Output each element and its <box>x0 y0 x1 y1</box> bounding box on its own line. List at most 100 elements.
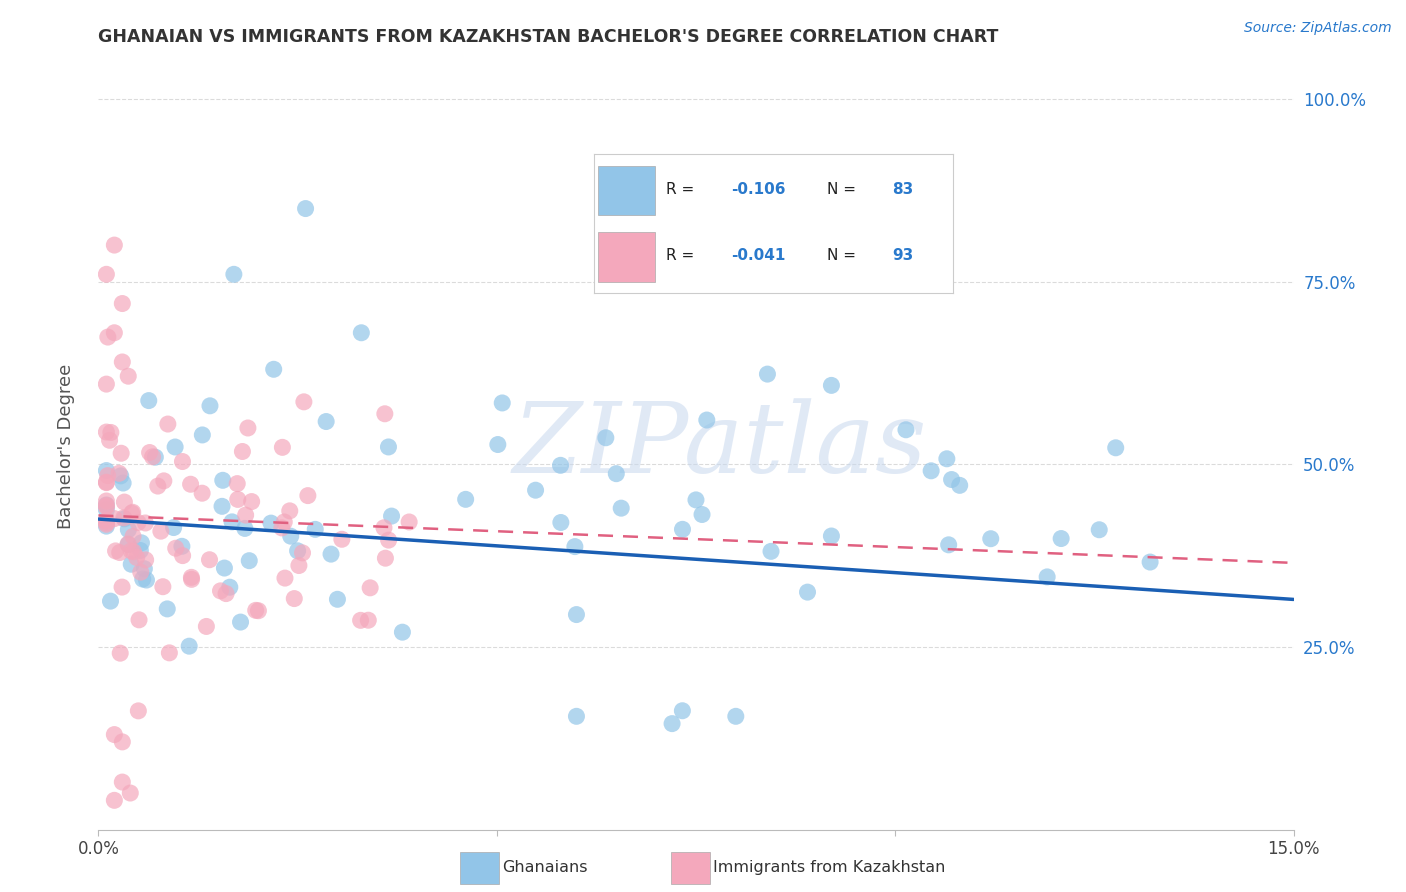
Point <box>759 544 782 558</box>
Point <box>153 474 176 488</box>
Point <box>100 594 122 608</box>
Point <box>292 394 315 409</box>
Point <box>349 613 371 627</box>
Point <box>112 476 135 491</box>
Point <box>128 613 150 627</box>
Point <box>270 521 292 535</box>
Point <box>96 268 118 282</box>
Point <box>357 613 380 627</box>
Point <box>671 522 693 536</box>
Point <box>117 537 139 551</box>
Point <box>97 330 120 344</box>
Point <box>96 475 118 490</box>
Point <box>112 511 135 525</box>
Point <box>920 464 942 478</box>
Point <box>233 521 256 535</box>
Point <box>550 516 572 530</box>
Point <box>690 508 713 522</box>
Point <box>319 547 342 561</box>
Point <box>350 326 373 340</box>
Point <box>209 583 232 598</box>
Point <box>117 537 139 551</box>
Point <box>247 604 270 618</box>
Point <box>291 546 314 560</box>
Point <box>180 572 202 586</box>
Point <box>120 544 142 558</box>
Point <box>157 646 180 660</box>
Point <box>96 475 118 490</box>
Point <box>134 516 156 530</box>
Point <box>156 417 179 431</box>
Point <box>935 451 957 466</box>
Point <box>96 498 118 512</box>
Point <box>100 425 122 440</box>
Point <box>304 522 326 536</box>
Point <box>104 544 127 558</box>
Point <box>120 558 142 572</box>
Point <box>179 639 201 653</box>
Point <box>222 268 245 282</box>
Point <box>103 728 125 742</box>
Point <box>111 775 134 789</box>
Point <box>110 446 132 460</box>
Point <box>980 532 1002 546</box>
Point <box>170 539 193 553</box>
Point <box>165 541 187 556</box>
Point <box>240 494 263 508</box>
Point <box>180 570 202 584</box>
Point <box>278 504 301 518</box>
Point <box>1050 532 1073 546</box>
Point <box>374 551 396 566</box>
Point <box>685 492 707 507</box>
Text: GHANAIAN VS IMMIGRANTS FROM KAZAKHSTAN BACHELOR'S DEGREE CORRELATION CHART: GHANAIAN VS IMMIGRANTS FROM KAZAKHSTAN B… <box>98 28 998 45</box>
Point <box>96 425 118 439</box>
Point <box>156 602 179 616</box>
Point <box>111 296 134 310</box>
Point <box>108 545 131 559</box>
Point <box>191 428 214 442</box>
Point <box>162 520 184 534</box>
Point <box>226 476 249 491</box>
Point <box>283 591 305 606</box>
Point <box>211 500 233 514</box>
Point <box>524 483 547 498</box>
Point <box>330 533 353 547</box>
Point <box>796 585 818 599</box>
Point <box>96 502 118 516</box>
Point <box>110 468 132 483</box>
Point <box>165 440 187 454</box>
Point <box>111 735 134 749</box>
Y-axis label: Bachelor's Degree: Bachelor's Degree <box>56 363 75 529</box>
Point <box>149 524 172 538</box>
Point <box>129 565 152 579</box>
Point <box>454 492 477 507</box>
Point <box>949 478 972 492</box>
Point <box>198 553 221 567</box>
Point <box>117 369 139 384</box>
Point <box>377 440 399 454</box>
Point <box>122 529 145 543</box>
Point <box>724 709 747 723</box>
Point <box>103 511 125 525</box>
Point <box>111 355 134 369</box>
Point <box>671 704 693 718</box>
Point <box>820 378 842 392</box>
Point <box>127 704 149 718</box>
Point <box>122 545 145 559</box>
Point <box>138 393 160 408</box>
Point <box>127 516 149 530</box>
Point <box>191 486 214 500</box>
Point <box>129 543 152 558</box>
Point <box>96 494 118 508</box>
Point <box>564 540 586 554</box>
Point <box>96 519 118 533</box>
Point <box>152 580 174 594</box>
Point <box>195 619 218 633</box>
Point <box>894 423 917 437</box>
Point <box>380 509 402 524</box>
Point <box>108 467 131 481</box>
Point <box>120 786 142 800</box>
Point <box>486 437 509 451</box>
Point <box>245 603 267 617</box>
Point <box>238 554 260 568</box>
